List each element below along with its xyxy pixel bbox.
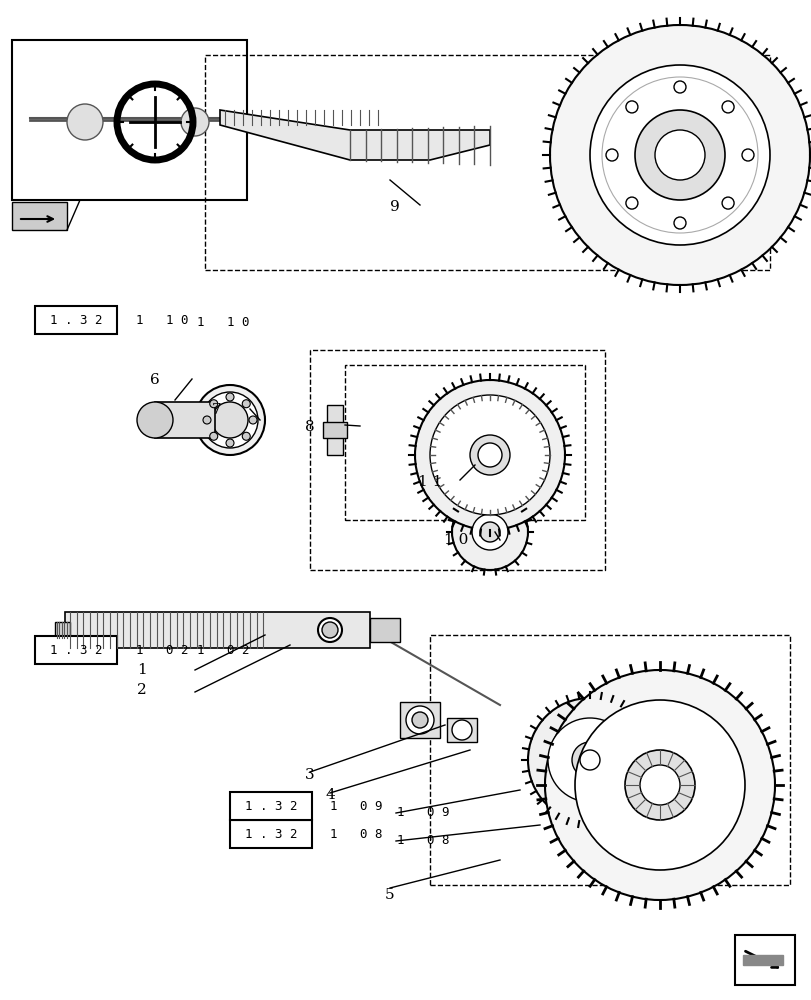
- Bar: [327, 405, 342, 455]
- Circle shape: [479, 522, 500, 542]
- Text: 1   1 0: 1 1 0: [135, 314, 188, 326]
- Circle shape: [209, 432, 217, 440]
- Circle shape: [527, 698, 651, 822]
- Circle shape: [544, 670, 774, 900]
- Text: 9: 9: [389, 200, 399, 214]
- Bar: [310, 350, 604, 570]
- Circle shape: [212, 402, 247, 438]
- Circle shape: [478, 443, 501, 467]
- Bar: [35, 636, 117, 664]
- Polygon shape: [220, 110, 489, 160]
- Text: 1 . 3 2: 1 . 3 2: [49, 644, 102, 656]
- Circle shape: [625, 101, 637, 113]
- Bar: [230, 820, 311, 848]
- Bar: [204, 55, 769, 270]
- Circle shape: [471, 514, 508, 550]
- Circle shape: [195, 385, 264, 455]
- Circle shape: [242, 400, 250, 408]
- Bar: [55, 622, 70, 638]
- Bar: [12, 40, 247, 200]
- Circle shape: [411, 712, 427, 728]
- Circle shape: [430, 395, 549, 515]
- Text: 1 . 3 2: 1 . 3 2: [244, 828, 297, 840]
- Circle shape: [452, 720, 471, 740]
- Circle shape: [590, 65, 769, 245]
- Circle shape: [579, 750, 599, 770]
- Text: 2: 2: [137, 683, 147, 697]
- Text: 6: 6: [150, 373, 160, 387]
- Circle shape: [574, 700, 744, 870]
- Circle shape: [137, 402, 173, 438]
- Circle shape: [673, 217, 685, 229]
- Circle shape: [634, 110, 724, 200]
- Circle shape: [639, 765, 679, 805]
- Circle shape: [181, 108, 208, 136]
- Circle shape: [202, 392, 258, 448]
- Text: 1   0 2: 1 0 2: [135, 644, 188, 656]
- Circle shape: [654, 130, 704, 180]
- Text: 1: 1: [137, 663, 147, 677]
- Text: 5: 5: [384, 888, 394, 902]
- Text: 1   0 8: 1 0 8: [397, 834, 449, 848]
- Text: 8: 8: [305, 420, 315, 434]
- Circle shape: [625, 197, 637, 209]
- Bar: [446, 718, 476, 742]
- Polygon shape: [30, 40, 234, 185]
- Bar: [35, 306, 117, 334]
- Circle shape: [452, 494, 527, 570]
- Circle shape: [624, 750, 694, 820]
- Bar: [370, 618, 400, 642]
- Bar: [430, 635, 789, 885]
- Circle shape: [414, 380, 564, 530]
- Circle shape: [673, 81, 685, 93]
- Circle shape: [406, 706, 433, 734]
- Circle shape: [721, 101, 733, 113]
- Circle shape: [67, 104, 103, 140]
- Text: 1 1: 1 1: [418, 475, 442, 489]
- Circle shape: [549, 25, 809, 285]
- Bar: [65, 612, 370, 648]
- Circle shape: [242, 432, 250, 440]
- Circle shape: [721, 197, 733, 209]
- Text: 1 . 3 2: 1 . 3 2: [244, 800, 297, 812]
- Bar: [345, 365, 584, 520]
- Polygon shape: [742, 955, 782, 965]
- Circle shape: [249, 416, 257, 424]
- Bar: [230, 792, 311, 820]
- Circle shape: [571, 742, 607, 778]
- Text: 1   0 8: 1 0 8: [329, 828, 382, 840]
- Text: 1   1 0: 1 1 0: [197, 316, 249, 328]
- Bar: [12, 202, 67, 230]
- Bar: [400, 702, 440, 738]
- Text: 1   0 2: 1 0 2: [197, 644, 249, 656]
- Circle shape: [225, 393, 234, 401]
- Bar: [323, 422, 346, 438]
- Circle shape: [203, 416, 211, 424]
- Circle shape: [318, 618, 341, 642]
- Bar: [155, 402, 215, 438]
- Circle shape: [605, 149, 617, 161]
- Circle shape: [225, 439, 234, 447]
- Text: 3: 3: [305, 768, 315, 782]
- Bar: [734, 935, 794, 985]
- Text: 1   0 9: 1 0 9: [397, 806, 449, 820]
- Text: 1 0: 1 0: [444, 533, 468, 547]
- Text: 4: 4: [324, 788, 334, 802]
- Text: 1   0 9: 1 0 9: [329, 800, 382, 812]
- Circle shape: [741, 149, 753, 161]
- Circle shape: [470, 435, 509, 475]
- Circle shape: [209, 400, 217, 408]
- Circle shape: [547, 718, 631, 802]
- Circle shape: [322, 622, 337, 638]
- Text: 7: 7: [212, 403, 221, 417]
- Text: 1 . 3 2: 1 . 3 2: [49, 314, 102, 326]
